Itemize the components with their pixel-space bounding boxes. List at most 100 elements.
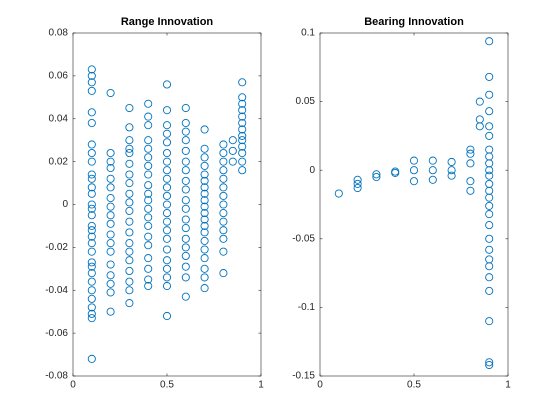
point [485,273,494,282]
point [409,177,419,186]
point [144,153,153,162]
point [144,121,153,130]
point [219,140,228,149]
point [475,97,484,106]
point [144,254,153,263]
point [87,148,96,158]
point [219,174,228,183]
point [125,189,134,198]
point [162,264,172,273]
point [87,140,96,149]
point [181,185,190,194]
point [485,360,494,370]
point [228,157,237,166]
point [106,88,115,98]
x-tick-label: 0.5 [407,380,421,391]
point [238,125,247,134]
point [219,166,228,175]
point [353,179,362,188]
point [485,358,494,367]
point [485,210,494,219]
point [106,288,115,297]
point [200,196,209,205]
point [87,108,96,117]
point [162,273,172,282]
point [200,189,209,198]
point [181,262,190,271]
point [228,136,237,145]
point [144,112,153,121]
axes-box [72,32,262,377]
y-tick-label: 0.02 [49,156,69,167]
point [87,258,96,267]
y-tick-label: 0 [309,165,315,176]
axes-box [319,32,509,377]
point [125,103,134,113]
point [353,175,362,184]
y-tick-label: 0 [62,199,68,210]
point [200,183,209,192]
point [181,103,190,113]
point [106,271,115,280]
point [87,303,96,312]
point [87,247,96,256]
point [125,170,134,179]
point [485,286,494,295]
x-tick-label: 0 [70,380,76,391]
point [87,277,96,286]
point [87,309,96,318]
point [238,78,247,87]
point [144,281,153,291]
y-tick-label: 0.05 [296,96,316,107]
x-tick-label: 0.5 [160,380,174,391]
point [144,264,153,273]
point [106,157,115,166]
point [200,284,209,293]
point [144,136,153,145]
point [87,294,96,303]
y-tick-label: -0.06 [45,328,68,339]
point [200,176,209,185]
point [87,314,96,323]
point [219,183,228,192]
point [162,148,172,158]
point [219,191,228,200]
point [125,277,134,286]
point [200,273,209,282]
point [144,170,153,179]
point [181,136,190,145]
point [87,232,96,241]
point [219,148,228,158]
point [181,234,190,243]
point [238,112,247,121]
point [106,260,115,269]
point [106,239,115,248]
point [238,136,247,145]
point [238,106,247,115]
point [125,286,134,295]
point [125,256,134,265]
y-tick-label: 0.06 [49,71,69,82]
point [162,311,172,321]
point [125,239,134,248]
x-tick-label: 1 [505,380,511,391]
point [219,209,228,218]
x-tick-label: 0 [317,380,323,391]
point [181,251,190,260]
point [466,149,475,158]
chart-title: Range Innovation [121,16,214,28]
point [485,37,494,46]
point [144,241,153,250]
y-tick-label: -0.08 [45,371,68,382]
point [219,200,228,209]
point [87,286,96,295]
point [181,127,190,136]
y-tick-label: -0.1 [298,302,316,313]
point [466,159,475,168]
point [125,144,134,153]
point [87,211,96,220]
point [106,230,115,239]
point [106,183,115,192]
y-tick-label: -0.02 [45,242,68,253]
